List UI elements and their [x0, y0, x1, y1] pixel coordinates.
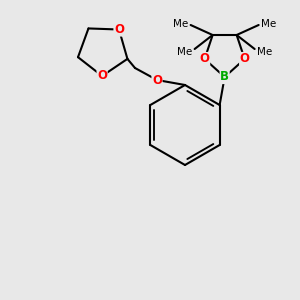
- Text: B: B: [220, 70, 229, 83]
- Text: O: O: [200, 52, 210, 65]
- Text: Me: Me: [256, 47, 272, 57]
- Text: Me: Me: [177, 47, 193, 57]
- Text: O: O: [114, 23, 124, 36]
- Text: O: O: [240, 52, 250, 65]
- Text: Me: Me: [261, 19, 276, 29]
- Text: Me: Me: [173, 19, 189, 29]
- Text: O: O: [152, 74, 162, 86]
- Text: O: O: [97, 70, 107, 83]
